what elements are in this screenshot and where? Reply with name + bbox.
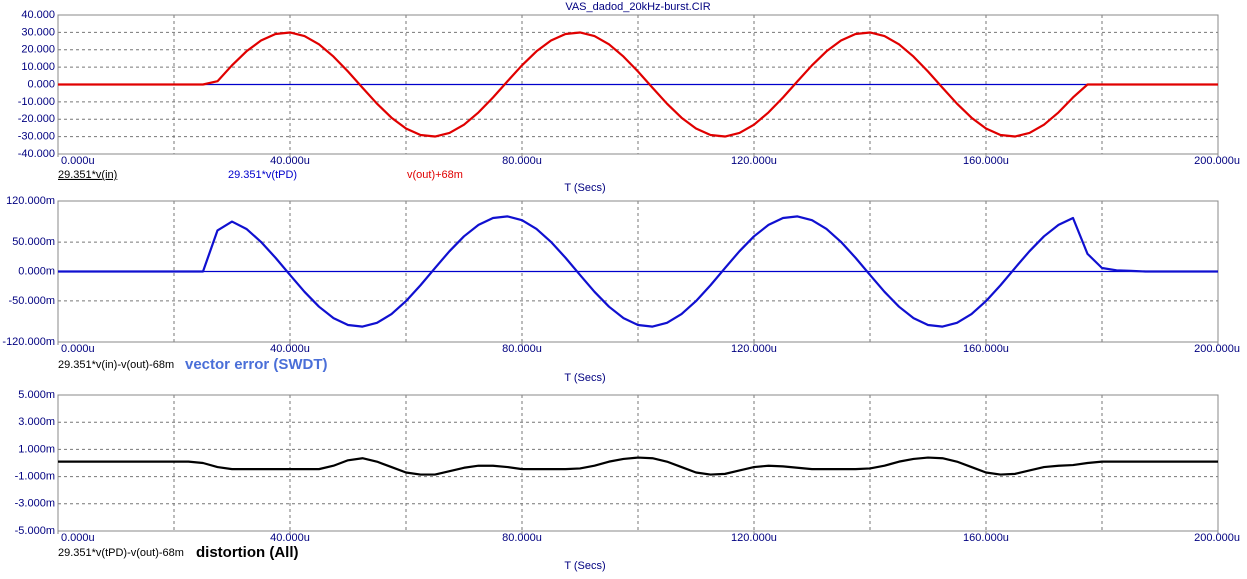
x-tick-label: 160.000u (963, 343, 1009, 355)
legend-entry: 29.351*v(in)-v(out)-68m (58, 359, 174, 371)
y-tick-label: -3.000m (15, 498, 55, 510)
x-tick-label: 160.000u (963, 155, 1009, 167)
y-tick-label: -30.000 (18, 131, 55, 143)
y-tick-label: -5.000m (15, 525, 55, 537)
x-tick-label: 120.000u (731, 155, 777, 167)
y-tick-label: -50.000m (9, 295, 55, 307)
x-tick-label: 80.000u (502, 155, 542, 167)
x-tick-label: 80.000u (502, 532, 542, 544)
x-axis-label: T (Secs) (564, 372, 605, 384)
x-tick-label: 200.000u (1194, 532, 1240, 544)
x-tick-label: 200.000u (1194, 155, 1240, 167)
trace (58, 215, 1218, 328)
x-tick-label: 40.000u (270, 155, 310, 167)
x-tick-label: 120.000u (731, 532, 777, 544)
x-tick-label: 200.000u (1194, 343, 1240, 355)
chart-title: VAS_dadod_20kHz-burst.CIR (565, 1, 710, 13)
x-tick-label: 40.000u (270, 532, 310, 544)
y-tick-label: 20.000 (21, 44, 55, 56)
y-tick-label: -120.000m (2, 336, 55, 348)
x-tick-label: 40.000u (270, 343, 310, 355)
y-tick-label: -1.000m (15, 471, 55, 483)
trace (58, 456, 1218, 476)
y-tick-label: 1.000m (18, 443, 55, 455)
trace (58, 31, 1218, 138)
y-tick-label: 5.000m (18, 389, 55, 401)
legend-entry: 29.351*v(tPD) (228, 169, 297, 181)
plot-frame (57, 394, 1219, 532)
x-tick-label: 120.000u (731, 343, 777, 355)
y-tick-label: 50.000m (12, 236, 55, 248)
x-axis-label: T (Secs) (564, 182, 605, 194)
annotation: vector error (SWDT) (185, 356, 328, 373)
y-tick-label: 40.000 (21, 9, 55, 21)
y-tick-label: 0.000m (18, 265, 55, 277)
y-tick-label: -40.000 (18, 148, 55, 160)
legend-entry: 29.351*v(tPD)-v(out)-68m (58, 547, 184, 559)
y-tick-label: 10.000 (21, 61, 55, 73)
x-tick-label: 0.000u (61, 532, 95, 544)
x-tick-label: 160.000u (963, 532, 1009, 544)
x-axis-label: T (Secs) (564, 560, 605, 572)
x-tick-label: 0.000u (61, 155, 95, 167)
y-tick-label: 0.000 (27, 78, 55, 90)
y-tick-label: 30.000 (21, 26, 55, 38)
y-tick-label: 3.000m (18, 416, 55, 428)
x-tick-label: 80.000u (502, 343, 542, 355)
annotation: distortion (All) (196, 544, 298, 561)
legend-entry: 29.351*v(in) (58, 169, 117, 181)
y-tick-label: -10.000 (18, 96, 55, 108)
y-tick-label: 120.000m (6, 195, 55, 207)
y-tick-label: -20.000 (18, 113, 55, 125)
legend-entry: v(out)+68m (407, 169, 463, 181)
x-tick-label: 0.000u (61, 343, 95, 355)
